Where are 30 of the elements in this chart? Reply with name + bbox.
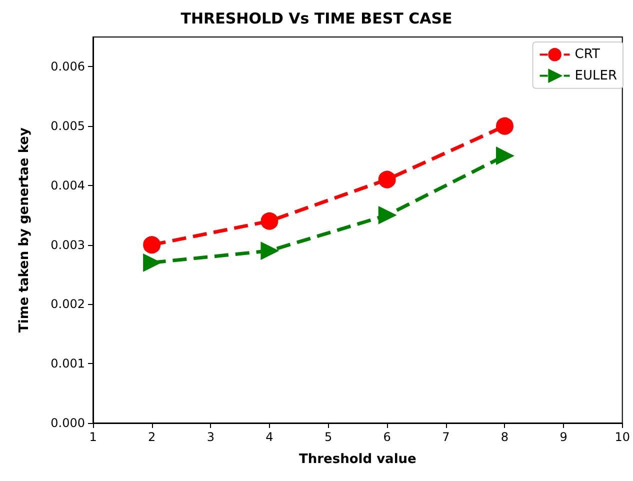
y-tick-label: 0.004: [50, 178, 85, 192]
y-tick-label: 0.006: [50, 60, 85, 74]
point: [496, 117, 514, 135]
y-tick-label: 0.001: [50, 356, 85, 371]
x-tick-label: 1: [89, 430, 97, 444]
x-axis-title: Threshold value: [299, 452, 417, 467]
point: [143, 236, 161, 254]
x-tick-label: 9: [560, 430, 568, 444]
x-tick-label: 5: [324, 430, 332, 444]
x-tick-label: 7: [442, 430, 450, 444]
x-tick-label: 8: [500, 430, 509, 444]
point: [143, 254, 161, 272]
point: [496, 147, 514, 165]
y-tick-label: 0.003: [50, 238, 85, 252]
x-tick-label: 6: [383, 430, 391, 444]
legend-label: EULER: [574, 68, 617, 84]
chart-title: THRESHOLD Vs TIME BEST CASE: [180, 10, 452, 28]
x-tick-label: 4: [266, 430, 274, 444]
legend-label: CRT: [574, 47, 600, 62]
y-tick-label: 0.000: [50, 416, 85, 430]
x-tick-label: 3: [206, 430, 214, 444]
point: [260, 242, 278, 260]
y-tick-label: 0.002: [50, 297, 85, 312]
x-tick-label: 10: [614, 430, 630, 444]
x-tick-label: 2: [148, 430, 156, 444]
point: [378, 206, 396, 224]
y-axis-title: Time taken by genertae key: [17, 127, 32, 332]
point: [260, 212, 278, 230]
y-tick-label: 0.005: [50, 119, 85, 134]
point: [378, 170, 396, 188]
